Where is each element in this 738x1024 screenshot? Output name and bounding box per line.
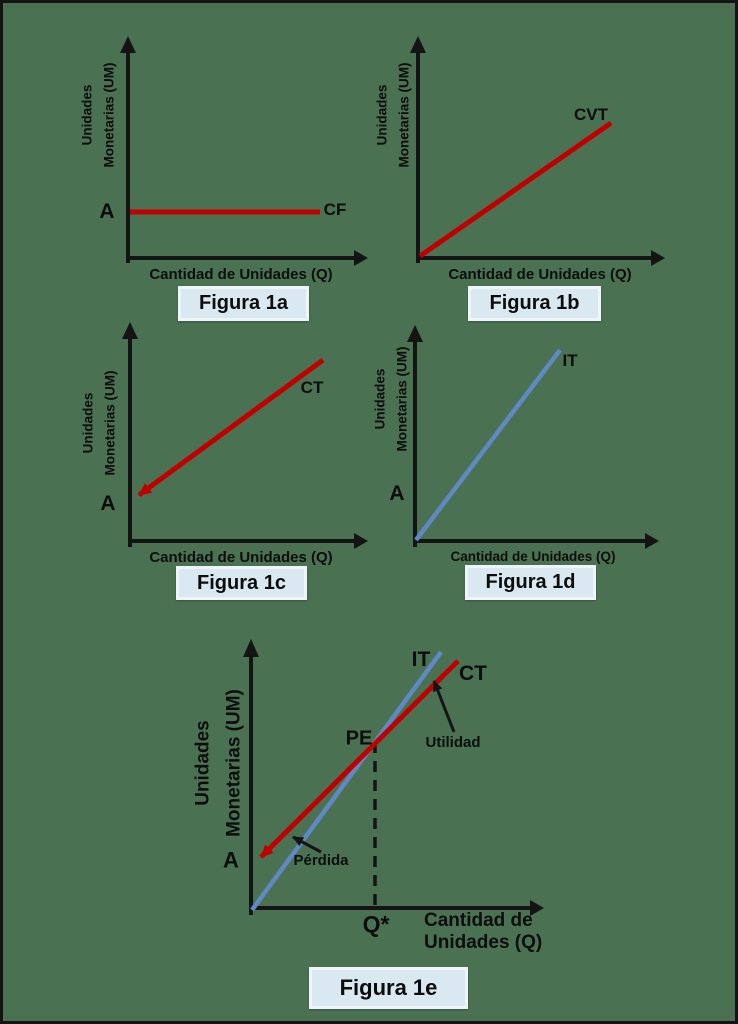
- fig1e-plot: [243, 639, 544, 916]
- fig1c-caption-text: Figura 1c: [197, 571, 286, 594]
- fig1a-x-axis-label: Cantidad de Unidades (Q): [149, 266, 333, 284]
- fig1e-y-axis-label-line1: Unidades: [192, 720, 214, 806]
- fig1e-x-axis-arrow-icon: [530, 900, 544, 916]
- fig1c-y-axis-label-line2: Monetarias (UM): [103, 370, 118, 476]
- fig1a-caption: Figura 1a: [178, 286, 309, 321]
- fig1a-point-a-label: A: [99, 199, 115, 223]
- fig1d-x-axis-arrow-icon: [645, 533, 659, 549]
- fig1b-caption-text: Figura 1b: [489, 292, 580, 314]
- fig1e-point-a-label: A: [223, 847, 239, 873]
- fig1e-ct-line: [259, 659, 460, 859]
- fig1e-loss-arrow: [292, 835, 322, 854]
- fig1a-y-axis-label-line1: Unidades: [79, 84, 95, 146]
- fig1b-cvt-label: CVT: [574, 105, 608, 125]
- fig1e-ct-label: CT: [459, 661, 487, 685]
- fig1a-caption-text: Figura 1a: [199, 292, 288, 314]
- fig1d-y-axis-label: Unidades Monetarias (UM): [370, 346, 415, 451]
- fig1e-x-axis-label-line2: Unidades (Q): [424, 932, 543, 954]
- fig1b-x-axis-arrow-icon: [651, 250, 665, 266]
- fig1c-y-axis-label: Unidades Monetarias (UM): [78, 370, 123, 475]
- fig1e-loss-label: Pérdida: [293, 852, 349, 870]
- fig1d-point-a-label: A: [389, 481, 405, 505]
- fig1e-it-label: IT: [411, 647, 431, 671]
- fig1e-y-axis-arrow-icon: [243, 639, 259, 657]
- fig1c-x-axis-label: Cantidad de Unidades (Q): [149, 549, 333, 567]
- fig1c-caption: Figura 1c: [176, 566, 307, 600]
- fig1a-cf-label: CF: [323, 200, 347, 220]
- fig1d-it-label: IT: [562, 351, 578, 371]
- fig1d-caption-text: Figura 1d: [485, 571, 576, 593]
- fig1c-ct-line: [137, 357, 325, 498]
- fig1e-profit-label: Utilidad: [425, 734, 481, 752]
- fig1b-cvt-line: [418, 120, 613, 259]
- fig1d-x-axis-label: Cantidad de Unidades (Q): [450, 548, 616, 564]
- fig1a-plot: [120, 36, 368, 266]
- fig1d-y-axis-label-line1: Unidades: [372, 368, 388, 430]
- fig1e-it-line: [250, 650, 443, 912]
- fig1c-point-a-label: A: [100, 491, 116, 515]
- fig1b-caption: Figura 1b: [468, 286, 601, 321]
- fig1a-y-axis-label: Unidades Monetarias (UM): [77, 62, 122, 167]
- fig1c-y-axis-label-line1: Unidades: [80, 392, 96, 454]
- fig1e-x-axis-label-line1: Cantidad de: [424, 910, 533, 931]
- fig1a-y-axis-arrow-icon: [120, 36, 136, 53]
- fig1a-y-axis-label-line2: Monetarias (UM): [102, 62, 117, 168]
- fig1d-plot: [407, 325, 659, 549]
- fig1a-x-axis-arrow-icon: [354, 250, 368, 266]
- fig1c-y-axis-arrow-icon: [122, 322, 138, 339]
- fig1e-x-axis-label: Cantidad de Unidades (Q): [424, 910, 542, 955]
- fig1b-y-axis-label: Unidades Monetarias (UM): [372, 62, 417, 167]
- fig1d-it-line: [414, 348, 562, 542]
- fig1b-y-axis-label-line2: Monetarias (UM): [397, 62, 412, 168]
- fig1e-y-axis-label: Unidades Monetarias (UM): [188, 689, 251, 837]
- fig1d-y-axis-label-line2: Monetarias (UM): [395, 346, 410, 452]
- fig1b-y-axis-arrow-icon: [410, 36, 426, 53]
- fig1d-caption: Figura 1d: [465, 565, 596, 600]
- fig1b-y-axis-label-line1: Unidades: [374, 84, 390, 146]
- fig1e-pe-label: PE: [345, 727, 373, 750]
- fig1e-caption: Figura 1e: [309, 967, 468, 1009]
- fig1e-profit-arrow: [432, 680, 456, 733]
- fig1e-q-star-label: Q*: [362, 910, 390, 937]
- fig1e-y-axis-label-line2: Monetarias (UM): [224, 689, 245, 837]
- fig1e-caption-text: Figura 1e: [339, 975, 438, 1000]
- fig1c-x-axis-arrow-icon: [354, 533, 368, 549]
- fig1d-y-axis-arrow-icon: [407, 325, 423, 342]
- fig1b-plot: [410, 36, 665, 266]
- fig1c-ct-label: CT: [300, 378, 324, 398]
- fig1b-x-axis-label: Cantidad de Unidades (Q): [448, 266, 632, 284]
- fig1c-plot: [122, 322, 368, 549]
